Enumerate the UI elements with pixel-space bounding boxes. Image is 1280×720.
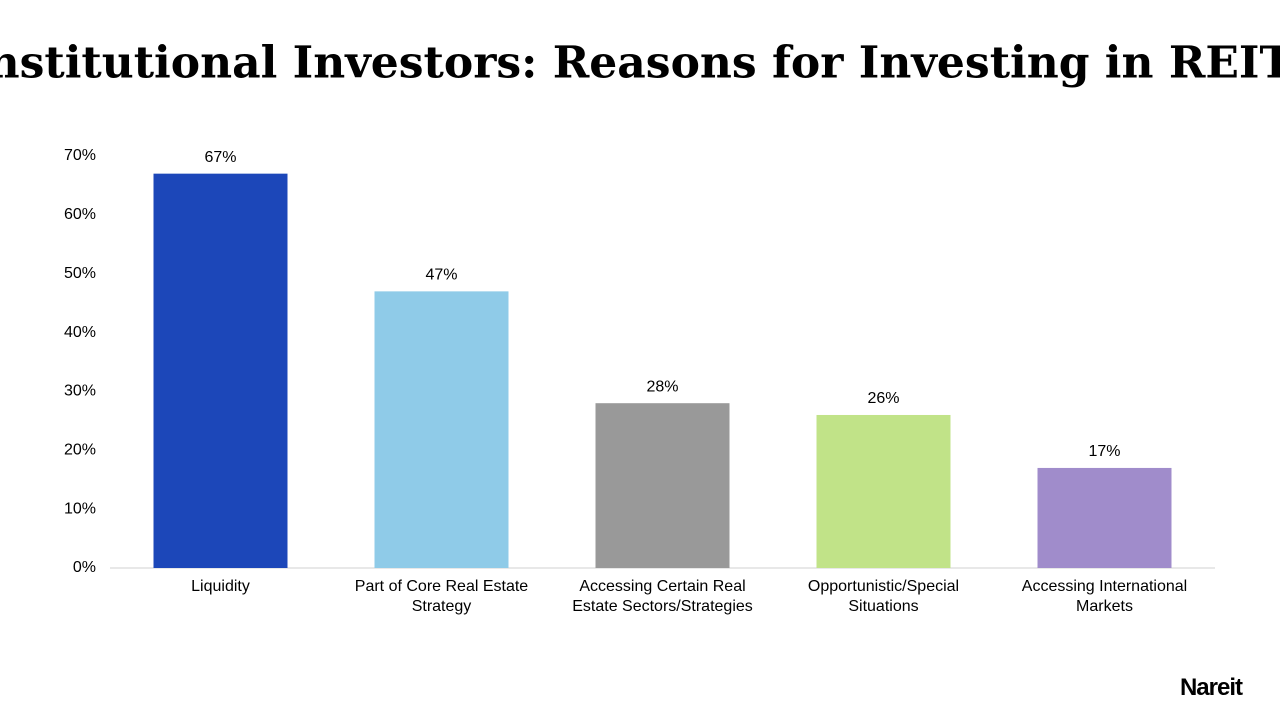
y-tick-label: 60% <box>64 206 96 223</box>
x-tick-label: Opportunistic/Special Situations <box>807 578 960 615</box>
bar <box>153 173 288 568</box>
x-tick-label: Accessing Certain Real Estate Sectors/St… <box>572 578 753 615</box>
y-tick-label: 20% <box>64 442 96 459</box>
value-label: 28% <box>646 378 678 395</box>
x-tick-label: Accessing International Markets <box>1021 578 1188 615</box>
value-label: 17% <box>1088 443 1120 460</box>
y-tick-label: 30% <box>64 383 96 400</box>
bar <box>1037 467 1172 568</box>
y-tick-label: 70% <box>64 147 96 164</box>
x-tick-label: Liquidity <box>191 578 250 595</box>
x-tick-label: Part of Core Real Estate Strategy <box>354 578 529 615</box>
value-label: 26% <box>867 390 899 407</box>
y-tick-label: 10% <box>64 500 96 517</box>
bar <box>595 403 730 568</box>
y-tick-label: 40% <box>64 324 96 341</box>
bar <box>374 291 509 568</box>
logo: Nareit <box>1179 674 1243 701</box>
y-tick-label: 0% <box>73 559 96 576</box>
chart-title: Institutional Investors: Reasons for Inv… <box>0 38 1280 89</box>
y-tick-label: 50% <box>64 265 96 282</box>
value-label: 67% <box>204 149 236 166</box>
value-label: 47% <box>425 267 457 284</box>
bar <box>816 414 951 568</box>
